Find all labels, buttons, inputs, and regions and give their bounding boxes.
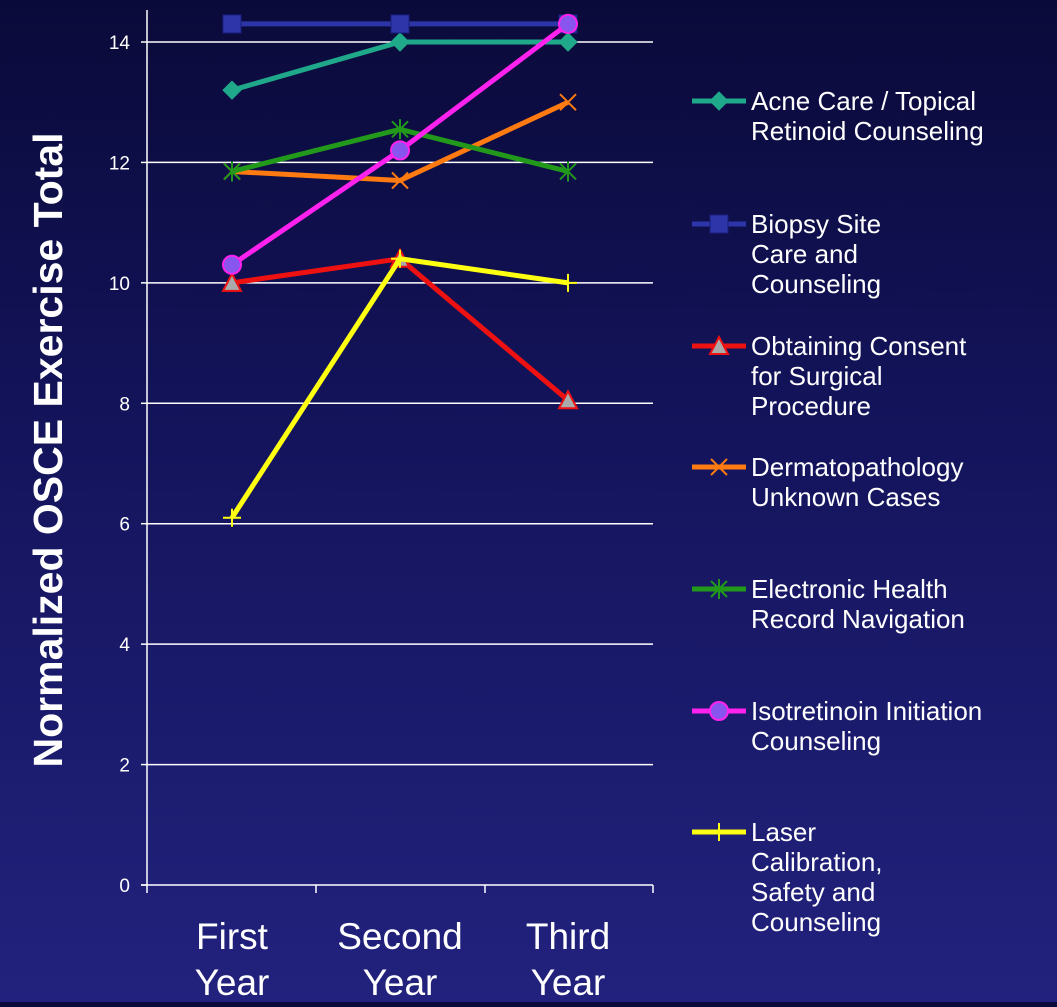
y-tick-label: 0 [119,876,130,897]
legend-label: Acne Care / Topical Retinoid Counseling [751,86,984,146]
data-point [558,32,578,52]
y-tick-label: 2 [119,756,130,777]
legend-item: Isotretinoin Initiation Counseling [692,696,982,756]
y-tick-label: 14 [109,33,131,54]
legend-swatch-marker [708,334,730,355]
legend-swatch-marker [710,458,728,476]
legend-item: Biopsy Site Care and Counseling [692,209,881,299]
y-tick-label: 10 [109,274,130,295]
legend-label: Electronic Health Record Navigation [751,574,965,634]
data-point [557,389,579,410]
series-diamond [222,32,578,100]
legend-item: Laser Calibration, Safety and Counseling [692,817,883,937]
legend-item: Obtaining Consent for Surgical Procedure [692,331,967,421]
y-tick-label: 6 [119,515,130,536]
data-point [391,171,409,190]
y-tick-labels: 0 2 4 6 8 10 12 14 [109,33,131,897]
data-point [223,508,241,527]
legend-label: Obtaining Consent for Surgical Procedure [751,331,967,421]
legend-swatch-marker [709,701,729,721]
y-tick-label: 8 [119,394,130,415]
legend-item: Acne Care / Topical Retinoid Counseling [692,86,984,146]
series-triangle [221,247,579,410]
series-lines [221,13,579,527]
data-point [222,254,242,275]
series-line [231,256,570,403]
x-tick-label: Second Year [337,916,463,1002]
series-square [222,14,578,34]
legend-swatch-marker [709,91,729,111]
legend-label: Biopsy Site Care and Counseling [751,209,881,299]
legend-item: Electronic Health Record Navigation [692,574,965,634]
data-point [222,14,242,34]
data-point [559,161,577,182]
legend-label: Dermatopathology Unknown Cases [751,452,963,512]
data-point [559,93,577,111]
legend-label: Isotretinoin Initiation Counseling [751,696,982,756]
data-point [223,161,241,182]
series-circle [222,13,578,275]
x-tick-labels: First Year Second Year Third Year [195,916,611,1003]
series-plus [223,249,577,527]
legend-label: Laser Calibration, Safety and Counseling [751,817,883,937]
legend-swatch-marker [709,214,729,234]
x-tick-label: Third Year [526,916,610,1002]
data-point [222,80,242,100]
y-tick-label: 12 [109,153,130,174]
data-point [391,119,409,140]
series-line [229,256,569,520]
legend: Acne Care / Topical Retinoid Counseling Bi… [692,86,984,937]
y-tick-label: 4 [119,635,130,656]
data-point [559,273,577,292]
x-tick-label: First Year [195,916,270,1002]
y-axis-label: Normalized OSCE Exercise Total [25,133,71,768]
data-point [221,271,243,292]
data-point [390,32,410,52]
legend-swatch-marker [710,823,728,841]
axes [141,10,654,893]
legend-item: Dermatopathology Unknown Cases [692,452,963,512]
data-point [558,13,578,34]
data-point [391,249,409,268]
data-point [390,140,410,161]
series-star [223,119,577,182]
data-point [390,14,410,34]
legend-swatch-marker [710,579,728,599]
